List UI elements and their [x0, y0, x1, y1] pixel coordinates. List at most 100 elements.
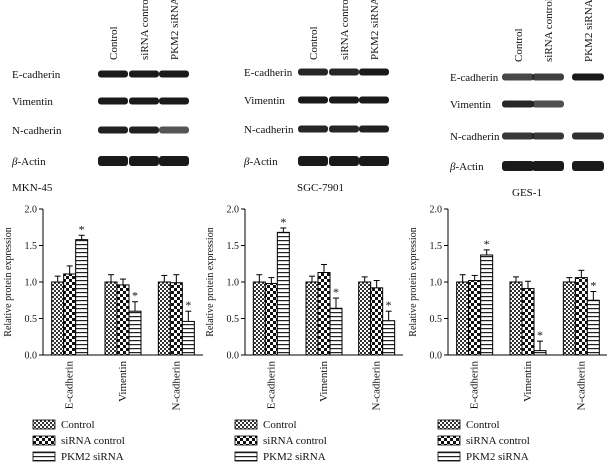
bar [116, 284, 130, 356]
y-tick-label: 1.0 [430, 278, 443, 289]
significance-marker: * [79, 222, 85, 236]
blot-band [359, 125, 389, 133]
y-axis-label: Relative protein expression [3, 227, 14, 336]
bar [51, 281, 65, 356]
blot-row-label: N-cadherin [450, 131, 500, 143]
x-tick-label: E-cadherin [469, 361, 481, 410]
bar [382, 320, 396, 356]
legend-label: Control [61, 419, 95, 431]
significance-marker: * [185, 298, 191, 312]
y-tick-label: 0.5 [227, 314, 240, 325]
blot-band [159, 70, 189, 78]
blot-row-label: N-cadherin [244, 124, 294, 136]
bar [370, 287, 384, 356]
legend-label: Control [263, 419, 297, 431]
y-tick-label: 0.5 [25, 314, 38, 325]
blot-band [98, 126, 128, 134]
blot-band [159, 156, 189, 166]
x-tick-label: N-cadherin [371, 361, 383, 411]
bar [104, 281, 118, 356]
legend-swatch [234, 419, 258, 430]
blot-band [129, 97, 159, 105]
blot-row-label: N-cadherin [12, 125, 62, 137]
blot-band [159, 97, 189, 105]
bar [533, 350, 547, 356]
blot-band [298, 96, 328, 104]
y-tick-label: 1.5 [25, 241, 38, 252]
significance-marker: * [333, 285, 339, 299]
bar [562, 281, 576, 356]
blot-band [129, 156, 159, 166]
bar [521, 288, 535, 356]
blot-band [129, 70, 159, 78]
blot-lane-label: Control [108, 26, 120, 60]
blot-band [532, 100, 564, 108]
x-tick-label: N-cadherin [170, 361, 182, 411]
blot-band [359, 68, 389, 76]
legend-swatch [234, 435, 258, 446]
bar [169, 282, 183, 356]
bar [181, 320, 195, 356]
bar [305, 281, 319, 356]
blot-band [298, 68, 328, 76]
legend-swatch [437, 419, 461, 430]
blot-row-label: E-cadherin [244, 67, 293, 79]
bar [317, 272, 331, 356]
legend-label: PKM2 siRNA [466, 451, 529, 463]
blot-row-label: β-Actin [449, 161, 484, 173]
blot-band [572, 132, 604, 140]
blot-band [502, 100, 534, 108]
y-tick-label: 0.5 [430, 314, 443, 325]
bar [252, 281, 266, 356]
y-axis-label: Relative protein expression [408, 227, 419, 336]
bar [456, 281, 470, 356]
legend-swatch [234, 451, 258, 462]
blot-band [98, 156, 128, 166]
x-tick-label: N-cadherin [575, 361, 587, 411]
legend-swatch [32, 435, 56, 446]
blot-band [502, 73, 534, 81]
y-tick-label: 0.0 [227, 351, 240, 362]
bar [128, 310, 142, 356]
significance-marker: * [280, 215, 286, 229]
bar [75, 239, 89, 356]
bar [509, 281, 523, 356]
bar [264, 282, 278, 356]
blot-band [502, 132, 534, 140]
legend-label: Control [466, 419, 500, 431]
significance-marker: * [590, 278, 596, 292]
blot-band [572, 161, 604, 171]
bar [480, 254, 494, 356]
blot-row-label: Vimentin [12, 96, 53, 108]
blot-band [502, 161, 534, 171]
legend-swatch [437, 451, 461, 462]
y-tick-label: 1.5 [430, 241, 443, 252]
y-tick-label: 2.0 [430, 205, 443, 216]
blot-row-label: Vimentin [450, 99, 491, 111]
blot-lane-label: siRNA control [139, 0, 151, 60]
legend-swatch [32, 451, 56, 462]
blot-band [572, 73, 604, 81]
blot-band [298, 125, 328, 133]
blot-lane-label: PKM2 siRNA [583, 0, 595, 62]
blot-band [329, 68, 359, 76]
legend-swatch [32, 419, 56, 430]
blot-lane-label: siRNA control [339, 0, 351, 60]
y-tick-label: 2.0 [25, 205, 38, 216]
significance-marker: * [386, 298, 392, 312]
bar [358, 281, 372, 356]
legend-swatch [437, 435, 461, 446]
y-tick-label: 1.5 [227, 241, 240, 252]
legend-label: siRNA control [61, 435, 125, 447]
x-tick-label: Vimentin [117, 361, 129, 402]
y-tick-label: 1.0 [25, 278, 38, 289]
blot-lane-label: Control [513, 28, 525, 62]
y-tick-label: 0.0 [25, 351, 38, 362]
blot-lane-label: siRNA control [543, 0, 555, 62]
bar [468, 280, 482, 356]
chart-title: GES-1 [512, 187, 542, 199]
blot-band [532, 161, 564, 171]
blot-lane-label: PKM2 siRNA [369, 0, 381, 60]
significance-marker: * [484, 237, 490, 251]
